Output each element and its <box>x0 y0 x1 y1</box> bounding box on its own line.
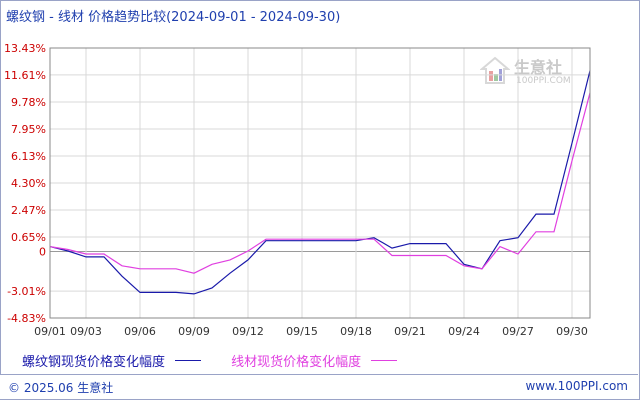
watermark-subtext: 100PPI.COM <box>516 76 571 86</box>
y-tick-label: 6.13% <box>11 150 46 163</box>
x-tick-label: 09/27 <box>502 325 534 338</box>
y-tick-label: 13.43% <box>4 42 46 55</box>
x-tick-label: 09/01 <box>34 325 66 338</box>
y-tick-label: 4.30% <box>11 177 46 190</box>
plot-border <box>49 47 591 319</box>
y-axis-ticks: 13.43% 11.61% 9.78% 7.95% 6.13% 4.30% 2.47% 0.6… <box>4 42 46 325</box>
x-tick-label: 09/21 <box>394 325 426 338</box>
legend-label-rebar: 螺纹钢现货价格变化幅度 <box>22 355 166 370</box>
x-tick-label: 09/18 <box>340 325 372 338</box>
x-tick-label: 09/06 <box>124 325 156 338</box>
legend-label-wire-rod: 线材现货价格变化幅度 <box>231 355 362 370</box>
y-tick-label: 9.78% <box>11 96 46 109</box>
y-tick-label: 0.65% <box>11 231 46 244</box>
series-line-rebar <box>49 70 591 295</box>
series-lines <box>49 70 591 295</box>
y-tick-label: 2.47% <box>11 204 46 217</box>
x-tick-label: 09/30 <box>556 325 588 338</box>
watermark-text: 生意社 <box>514 58 563 77</box>
legend-swatch-wire-rod <box>371 360 398 361</box>
y-tick-label: 11.61% <box>4 69 46 82</box>
legend-item-wire-rod: 线材现货价格变化幅度 <box>231 351 398 370</box>
x-tick-label: 09/15 <box>286 325 318 338</box>
footer-copyright: © 2025.06 生意社 <box>8 381 114 395</box>
footer: © 2025.06 生意社 www.100PPI.com <box>0 374 638 399</box>
x-tick-label: 09/09 <box>178 325 210 338</box>
footer-site-link[interactable]: www.100PPI.com <box>525 379 628 393</box>
series-line-wire-rod <box>49 92 591 274</box>
watermark-logo: 生意社 100PPI.COM <box>480 52 580 96</box>
x-axis-ticks: 09/01 09/03 09/06 09/09 09/12 09/15 09/18 09/21… <box>34 325 588 338</box>
x-tick-label: 09/12 <box>232 325 264 338</box>
legend-swatch-rebar <box>175 360 202 361</box>
line-chart: 13.43% 11.61% 9.78% 7.95% 6.13% 4.30% 2.47% 0.6… <box>4 42 591 338</box>
x-tick-label: 09/24 <box>448 325 480 338</box>
y-tick-label: -3.01% <box>7 285 46 298</box>
y-tick-label: -4.83% <box>7 312 46 325</box>
x-tick-label: 09/03 <box>70 325 102 338</box>
chart-title: 螺纹钢 - 线材 价格趋势比较(2024-09-01 - 2024-09-30) <box>6 10 341 25</box>
y-tick-label: 7.95% <box>11 123 46 136</box>
grid-lines <box>49 47 590 319</box>
legend-item-rebar: 螺纹钢现货价格变化幅度 <box>22 351 202 370</box>
y-tick-label: 0 <box>39 245 46 258</box>
legend: 螺纹钢现货价格变化幅度 线材现货价格变化幅度 <box>22 351 423 370</box>
